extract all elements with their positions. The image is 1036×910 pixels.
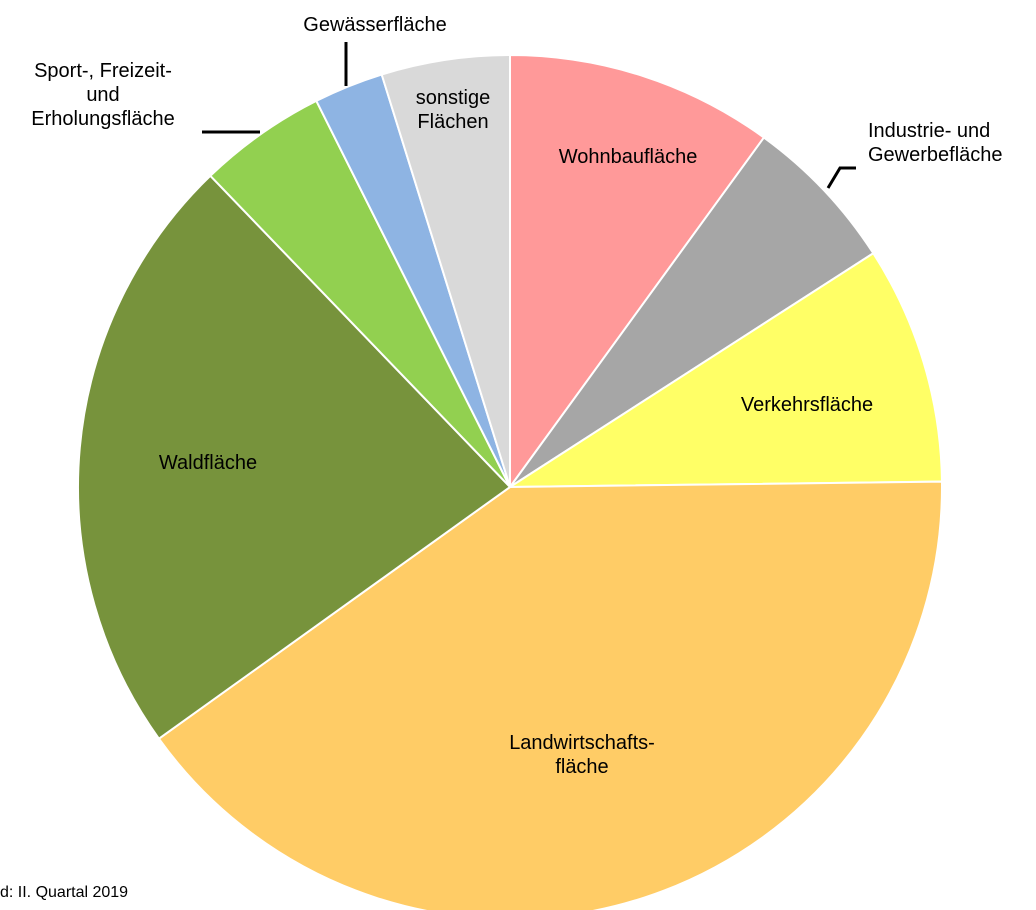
slice-label: Sport-, Freizeit- und Erholungsfläche [31,60,175,130]
pie-slice [380,53,511,488]
pie-slice [157,480,943,910]
slice-label: Waldfläche [158,452,258,474]
pie-slice [506,251,943,489]
leader-line [826,166,856,189]
pie-slice [509,136,875,488]
pie-slice [509,53,766,491]
slice-label: Landwirtschafts- fläche [509,732,655,778]
footnote: d: II. Quartal 2019 [0,884,129,901]
slice-label: Industrie- und Gewerbefläche [868,120,1003,166]
slices [77,53,943,910]
slice-label: Wohnbaufläche [558,146,698,168]
slice-label: sonstige Flächen [415,87,491,133]
pie-slice [77,174,512,741]
slice-label: Verkehrsfläche [740,394,874,416]
slice-label: Gewässerfläche [303,14,447,36]
